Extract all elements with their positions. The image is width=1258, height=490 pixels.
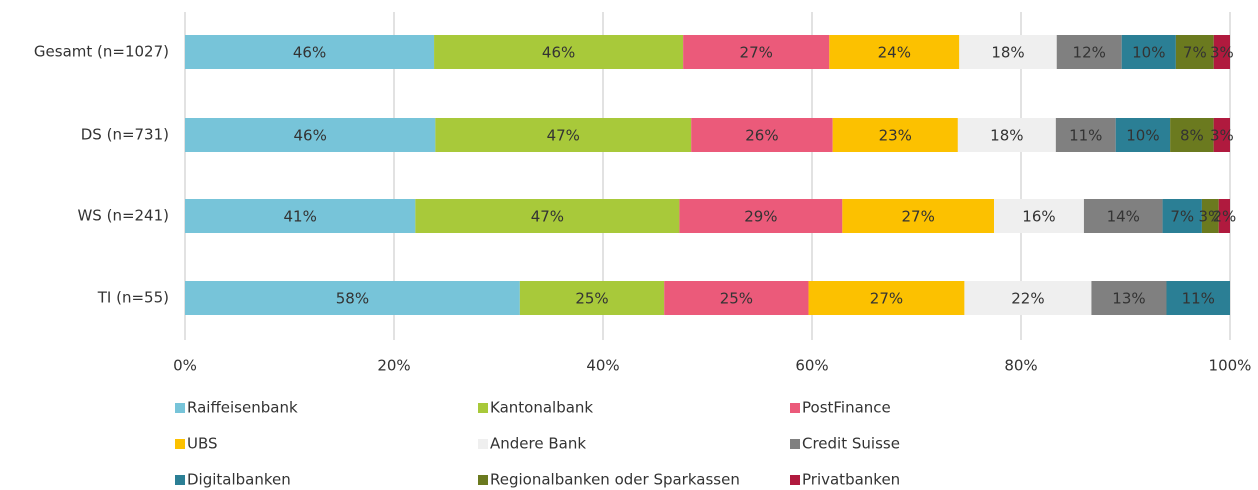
data-label: 11% (1182, 290, 1215, 308)
x-tick-label: 40% (586, 357, 619, 375)
y-tick-label: Gesamt (n=1027) (34, 43, 169, 61)
bar-segment (829, 35, 960, 69)
bar-segment (964, 281, 1092, 315)
data-label: 46% (542, 44, 575, 62)
data-label: 47% (547, 127, 580, 145)
bar-segment (1115, 118, 1171, 152)
data-label: 46% (293, 44, 326, 62)
bar-segment (842, 199, 995, 233)
legend-swatch (790, 475, 800, 485)
data-label: 29% (744, 208, 777, 226)
data-label: 27% (870, 290, 903, 308)
legend-swatch (175, 475, 185, 485)
bar-segment (1213, 35, 1230, 69)
bar-segment (1121, 35, 1176, 69)
x-tick-label: 60% (795, 357, 828, 375)
data-label: 25% (575, 290, 608, 308)
bar-segment (679, 199, 843, 233)
x-tick-label: 100% (1209, 357, 1252, 375)
bar-segment (435, 118, 692, 152)
data-label: 26% (745, 127, 778, 145)
bar-segment (691, 118, 833, 152)
bar-segment (185, 199, 416, 233)
bar-segment (1056, 35, 1122, 69)
legend-label: Regionalbanken oder Sparkassen (490, 471, 740, 489)
legend-label: Andere Bank (490, 435, 586, 453)
bar-segment (808, 281, 965, 315)
data-label: 22% (1011, 290, 1044, 308)
data-label: 58% (336, 290, 369, 308)
legend-swatch (478, 475, 488, 485)
bar-segment (664, 281, 809, 315)
bar-segment (1201, 199, 1219, 233)
data-label: 8% (1180, 127, 1204, 145)
bar-segment (434, 35, 684, 69)
data-label: 27% (902, 208, 935, 226)
legend-label: Kantonalbank (490, 399, 593, 417)
data-label: 12% (1073, 44, 1106, 62)
y-tick-label: TI (n=55) (97, 289, 169, 307)
bar-segment (1166, 281, 1230, 315)
y-tick-label: WS (n=241) (77, 207, 169, 225)
bar-segment (1213, 118, 1230, 152)
legend-label: UBS (187, 435, 218, 453)
data-label: 27% (740, 44, 773, 62)
bar-segment (185, 118, 436, 152)
data-label: 25% (720, 290, 753, 308)
bar-segment (994, 199, 1084, 233)
data-label: 13% (1112, 290, 1145, 308)
data-label: 18% (991, 44, 1024, 62)
legend-swatch (478, 403, 488, 413)
data-label: 3% (1210, 44, 1234, 62)
data-label: 47% (531, 208, 564, 226)
bar-segment (1083, 199, 1163, 233)
data-label: 16% (1022, 208, 1055, 226)
data-label: 3% (1210, 127, 1234, 145)
bar-segment (1091, 281, 1167, 315)
bar-segment (185, 35, 435, 69)
data-label: 10% (1126, 127, 1159, 145)
legend-swatch (478, 439, 488, 449)
data-label: 41% (284, 208, 317, 226)
data-label: 7% (1170, 208, 1194, 226)
bar-segment (1055, 118, 1116, 152)
bar-segment (959, 35, 1057, 69)
data-label: 23% (879, 127, 912, 145)
bar-segment (1162, 199, 1202, 233)
bar-segment (1175, 35, 1214, 69)
data-label: 11% (1069, 127, 1102, 145)
bar-segment (415, 199, 680, 233)
bar-segment (185, 281, 520, 315)
data-label: 7% (1183, 44, 1207, 62)
bar-segment (957, 118, 1056, 152)
legend-swatch (175, 403, 185, 413)
x-tick-label: 20% (377, 357, 410, 375)
data-label: 3% (1198, 208, 1222, 226)
bar-segment (519, 281, 665, 315)
bar-segment (1170, 118, 1214, 152)
legend-swatch (790, 439, 800, 449)
y-tick-label: DS (n=731) (81, 126, 169, 144)
legend-label: PostFinance (802, 399, 891, 417)
x-tick-label: 0% (173, 357, 197, 375)
data-label: 24% (878, 44, 911, 62)
bar-segment (1218, 199, 1230, 233)
legend-label: Raiffeisenbank (187, 399, 298, 417)
bar-segment (683, 35, 830, 69)
x-tick-label: 80% (1004, 357, 1037, 375)
legend-label: Credit Suisse (802, 435, 900, 453)
data-label: 2% (1212, 208, 1236, 226)
bar-segment (832, 118, 958, 152)
data-label: 10% (1132, 44, 1165, 62)
data-label: 46% (294, 127, 327, 145)
data-label: 18% (990, 127, 1023, 145)
legend-label: Privatbanken (802, 471, 900, 489)
legend-swatch (790, 403, 800, 413)
legend-label: Digitalbanken (187, 471, 291, 489)
legend-swatch (175, 439, 185, 449)
data-label: 14% (1107, 208, 1140, 226)
